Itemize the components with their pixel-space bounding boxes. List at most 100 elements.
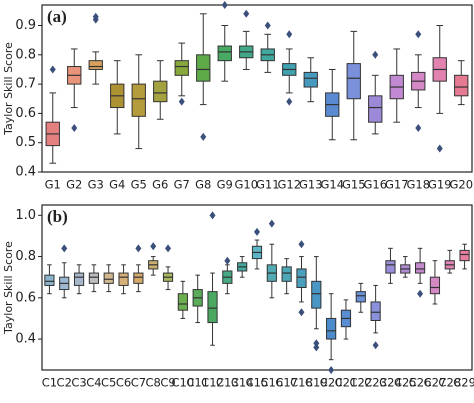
box — [153, 80, 168, 103]
y-tick-label: 0.6 — [15, 106, 36, 121]
outlier — [150, 242, 157, 251]
panel-label: (a) — [47, 7, 67, 26]
box — [346, 63, 361, 100]
outlier — [372, 341, 379, 350]
x-tick-label: G10 — [234, 178, 258, 192]
x-tick-label: C2 — [57, 376, 72, 390]
outlier — [221, 1, 228, 9]
y-tick-label: 0.5 — [15, 135, 36, 150]
box — [326, 317, 337, 340]
box — [311, 280, 322, 309]
outlier — [264, 21, 271, 30]
box — [370, 301, 381, 321]
x-tick-label: C9 — [160, 376, 175, 390]
outlier — [372, 50, 379, 59]
outlier — [268, 219, 275, 228]
x-tick-label: G7 — [174, 178, 190, 192]
box — [196, 54, 211, 82]
y-tick-label: 0.4 — [15, 165, 36, 180]
x-tick-label: C11 — [186, 376, 209, 390]
outlier — [135, 244, 142, 253]
box — [88, 272, 99, 284]
outlier — [209, 211, 216, 220]
x-tick-label: C19 — [305, 376, 328, 390]
x-tick-label: G13 — [299, 178, 323, 192]
box — [118, 272, 129, 286]
x-tick-label: C8 — [146, 376, 161, 390]
x-tick-label: G9 — [217, 178, 233, 192]
x-tick-label: C17 — [275, 376, 298, 390]
outlier — [92, 15, 99, 24]
y-tick-label: 0.7 — [15, 77, 36, 92]
outlier — [254, 227, 260, 236]
x-tick-label: C18 — [290, 376, 313, 390]
x-tick-label: C27 — [424, 376, 447, 390]
box — [88, 60, 103, 70]
box — [454, 74, 469, 97]
x-tick-label: C25 — [394, 376, 417, 390]
y-tick-label: 0.9 — [15, 18, 36, 33]
x-tick-label: C20 — [320, 376, 343, 390]
y-axis-label: Taylor Skill Score — [2, 241, 15, 335]
outlier — [436, 144, 443, 153]
outlier — [328, 366, 335, 374]
box — [303, 71, 318, 88]
outlier — [243, 9, 250, 18]
box — [368, 95, 383, 123]
x-tick-label: C16 — [260, 376, 283, 390]
x-tick-label: C23 — [364, 376, 387, 390]
x-tick-label: G6 — [152, 178, 168, 192]
box — [174, 60, 189, 76]
box — [217, 45, 232, 62]
box — [415, 262, 426, 274]
x-tick-label: C12 — [201, 376, 224, 390]
plot-frame — [41, 4, 473, 173]
x-tick-label: C7 — [131, 376, 146, 390]
outlier — [286, 30, 293, 39]
x-tick-label: G19 — [428, 178, 452, 192]
x-tick-label: G3 — [88, 178, 104, 192]
outlier — [61, 244, 68, 253]
outlier — [313, 343, 320, 352]
x-tick-label: C14 — [231, 376, 254, 390]
outlier — [49, 65, 56, 74]
y-tick-label: 0.8 — [15, 47, 36, 62]
x-tick-label: C3 — [71, 376, 86, 390]
outlier — [417, 289, 424, 298]
box — [131, 83, 146, 117]
x-tick-label: C22 — [349, 376, 372, 390]
outlier — [313, 339, 320, 348]
box — [133, 272, 144, 284]
outlier — [415, 30, 422, 39]
outlier — [298, 240, 305, 249]
y-tick-label: 0.8 — [15, 249, 36, 264]
x-tick-label: C26 — [409, 376, 432, 390]
box — [355, 291, 366, 303]
x-tick-label: G2 — [66, 178, 82, 192]
box — [281, 266, 292, 282]
plot-frame — [41, 204, 473, 371]
y-tick-label: 0.4 — [15, 332, 36, 347]
x-tick-label: C29 — [453, 376, 474, 390]
x-tick-label: G14 — [320, 178, 344, 192]
x-tick-label: G5 — [131, 178, 147, 192]
x-tick-label: G15 — [342, 178, 366, 192]
x-tick-label: G8 — [195, 178, 211, 192]
x-tick-label: C5 — [101, 376, 116, 390]
outlier — [224, 256, 231, 265]
box — [296, 268, 307, 288]
x-tick-label: G1 — [45, 178, 61, 192]
outlier — [165, 244, 172, 253]
x-tick-label: C10 — [172, 376, 195, 390]
outlier — [415, 124, 422, 133]
box — [459, 249, 470, 262]
outlier — [298, 308, 305, 317]
x-tick-label: G18 — [406, 178, 430, 192]
x-tick-label: G16 — [363, 178, 387, 192]
outlier — [178, 97, 185, 106]
x-tick-label: C15 — [246, 376, 269, 390]
x-tick-label: G20 — [449, 178, 473, 192]
y-tick-label: 0.6 — [15, 290, 36, 305]
x-tick-label: C24 — [379, 376, 402, 390]
